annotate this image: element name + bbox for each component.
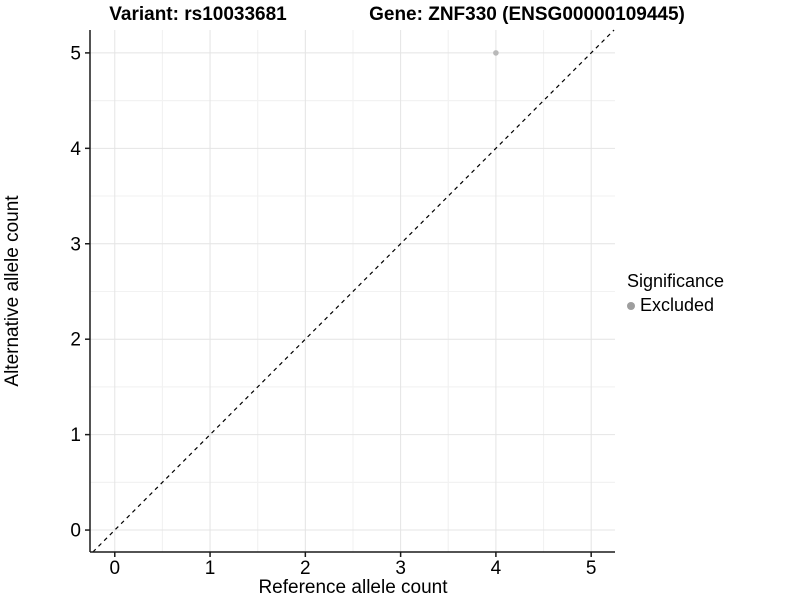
legend-item-label: Excluded (640, 295, 715, 315)
y-tick-label: 0 (70, 521, 81, 542)
x-axis-title: Reference allele count (258, 577, 448, 598)
x-tick-label: 2 (300, 558, 311, 579)
variant-title: Variant: rs10033681 (109, 4, 287, 25)
legend-item-excluded: Excluded (627, 295, 724, 316)
y-tick-label: 2 (70, 330, 81, 351)
excluded-point-icon (627, 301, 635, 310)
x-tick-label: 3 (395, 558, 406, 579)
y-axis-title: Alternative allele count (2, 195, 23, 387)
x-tick-label: 5 (586, 558, 597, 579)
y-tick-label: 3 (70, 234, 81, 255)
y-tick-label: 5 (70, 43, 81, 64)
legend: Significance Excluded (627, 271, 724, 316)
y-tick-label: 1 (70, 425, 81, 446)
x-tick-label: 0 (109, 558, 120, 579)
data-point-excluded (493, 50, 499, 56)
y-tick-label: 4 (70, 139, 81, 160)
identity-dashed-line (92, 29, 615, 553)
x-tick-label: 1 (205, 558, 216, 579)
gene-title: Gene: ZNF330 (ENSG00000109445) (369, 4, 685, 25)
legend-title: Significance (627, 271, 725, 291)
x-tick-label: 4 (491, 558, 502, 579)
